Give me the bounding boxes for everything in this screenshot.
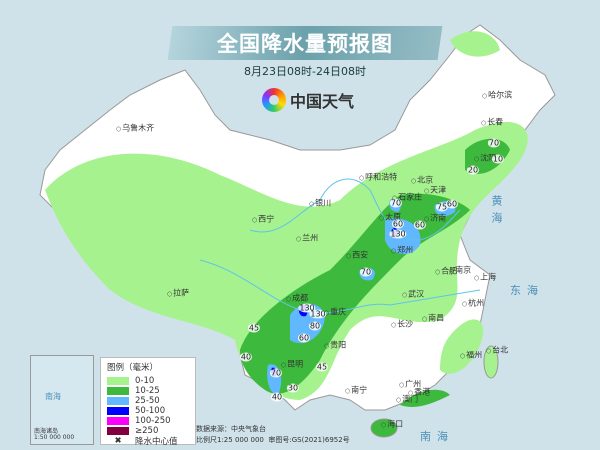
logo: 中国天气 [262, 88, 354, 112]
rain-center-value: 80 [308, 321, 322, 331]
city-label: 西宁 [252, 214, 274, 225]
logo-text: 中国天气 [290, 92, 355, 111]
city-label: 南京 [449, 265, 471, 276]
city-label: 昆明 [281, 359, 303, 370]
south-sea-inset: 南海 南海诸岛 1:50 000 000 [30, 355, 94, 445]
rain-center-value: 70 [269, 368, 283, 378]
rain-center-value: 60 [445, 199, 459, 209]
legend-item-center: ✖ 降水中心值 [107, 436, 189, 447]
rain-center-value: 40 [270, 392, 284, 402]
city-label: 石家庄 [392, 192, 422, 203]
city-label: 重庆 [324, 307, 346, 318]
rain-center-value: 60 [391, 219, 405, 229]
city-label: 天津 [424, 185, 446, 196]
map-info: 数据来源：中央气象台 比例尺1:25 000 000 审图号:GS(2021)6… [196, 424, 350, 446]
legend-label: 50-100 [135, 406, 166, 416]
city-label: 长沙 [391, 319, 413, 330]
city-label: 上海 [474, 272, 496, 283]
legend-swatch [107, 397, 129, 405]
legend-swatch [107, 407, 129, 415]
rain-center-value: 60 [297, 333, 311, 343]
rain-center-value: 70 [359, 267, 373, 277]
city-label: 海口 [381, 419, 403, 430]
rain-center-value: 40 [239, 352, 253, 362]
city-label: 香港 [408, 387, 430, 398]
rain-center-value: 70 [389, 198, 403, 208]
legend-item: 100-250 [107, 416, 189, 426]
rain-center-value: 75 [435, 202, 449, 212]
city-label: 拉萨 [167, 288, 189, 299]
map-number: 审图号:GS(2021)6952号 [268, 436, 350, 444]
rain-center-value: 130 [298, 303, 316, 313]
legend-swatch [107, 377, 129, 385]
city-label: 贵阳 [324, 340, 346, 351]
cross-icon: ✖ [114, 436, 122, 446]
city-label: 兰州 [296, 233, 318, 244]
legend-label: 10-25 [135, 386, 160, 396]
rain-0-10-north [450, 31, 500, 57]
rain-center-value: 130 [389, 229, 407, 239]
city-label: 南宁 [345, 385, 367, 396]
logo-icon [262, 88, 286, 112]
legend-item: ≥250 [107, 426, 189, 436]
legend-item: 0-10 [107, 376, 189, 386]
legend: 图例（毫米） 0-10 10-25 25-50 50-100 100-250 ≥250 ✖… [100, 357, 196, 447]
sea-label-south: 南海 [420, 430, 454, 443]
data-source: 数据来源：中央气象台 [196, 425, 266, 433]
city-label: 广州 [399, 379, 421, 390]
legend-item: 50-100 [107, 406, 189, 416]
city-label: 南昌 [422, 313, 444, 324]
map-subtitle: 8月23日08时-24日08时 [244, 65, 366, 78]
rain-center-value: 130 [309, 309, 327, 319]
legend-swatch [107, 417, 129, 425]
inset-title: 南海诸岛 [34, 428, 59, 435]
legend-swatch [107, 427, 129, 435]
rain-center-value: 20 [466, 165, 480, 175]
legend-label: 0-10 [135, 376, 155, 386]
city-label: 武汉 [402, 289, 424, 300]
city-label: 济南 [424, 213, 446, 224]
city-label: 成都 [286, 293, 308, 304]
city-label: 银川 [309, 198, 331, 209]
city-label: 台北 [486, 345, 508, 356]
legend-center-label: 降水中心值 [135, 437, 178, 447]
city-label: 西安 [346, 250, 368, 261]
city-label: 澳门 [396, 394, 418, 405]
city-label: 乌鲁木齐 [116, 123, 154, 134]
sea-label-yellow: 黄海 [490, 195, 503, 229]
map-title: 全国降水量预报图 [217, 32, 393, 56]
legend-label: ≥250 [135, 426, 159, 436]
rain-0-10-southeast [440, 319, 484, 374]
sea-label-east: 东海 [510, 284, 544, 297]
map-scale: 比例尺1:25 000 000 [196, 436, 264, 444]
yellow-river [249, 178, 461, 241]
rain-center-value: 60 [413, 220, 427, 230]
legend-title: 图例（毫米） [107, 363, 159, 373]
rain-center-value: 45 [315, 362, 329, 372]
city-label: 呼和浩特 [359, 172, 397, 183]
city-label: 北京 [411, 175, 433, 186]
city-label: 沈阳 [474, 153, 496, 164]
legend-label: 100-250 [135, 416, 171, 426]
city-label: 福州 [460, 350, 482, 361]
city-label: 长春 [481, 117, 503, 128]
rain-center-value: 70 [487, 138, 501, 148]
legend-item: 25-50 [107, 396, 189, 406]
inset-sea-label: 南海 [45, 392, 61, 401]
legend-item: 10-25 [107, 386, 189, 396]
legend-swatch [107, 387, 129, 395]
rain-center-value: 10 [491, 154, 505, 164]
rain-center-value: 30 [286, 383, 300, 393]
city-label: 太原 [379, 212, 401, 223]
rain-center-value: 45 [247, 323, 261, 333]
city-label: 郑州 [391, 245, 413, 256]
legend-label: 25-50 [135, 396, 160, 406]
inset-scale: 1:50 000 000 [34, 434, 75, 441]
city-label: 哈尔滨 [482, 90, 512, 101]
city-label: 杭州 [462, 298, 484, 309]
